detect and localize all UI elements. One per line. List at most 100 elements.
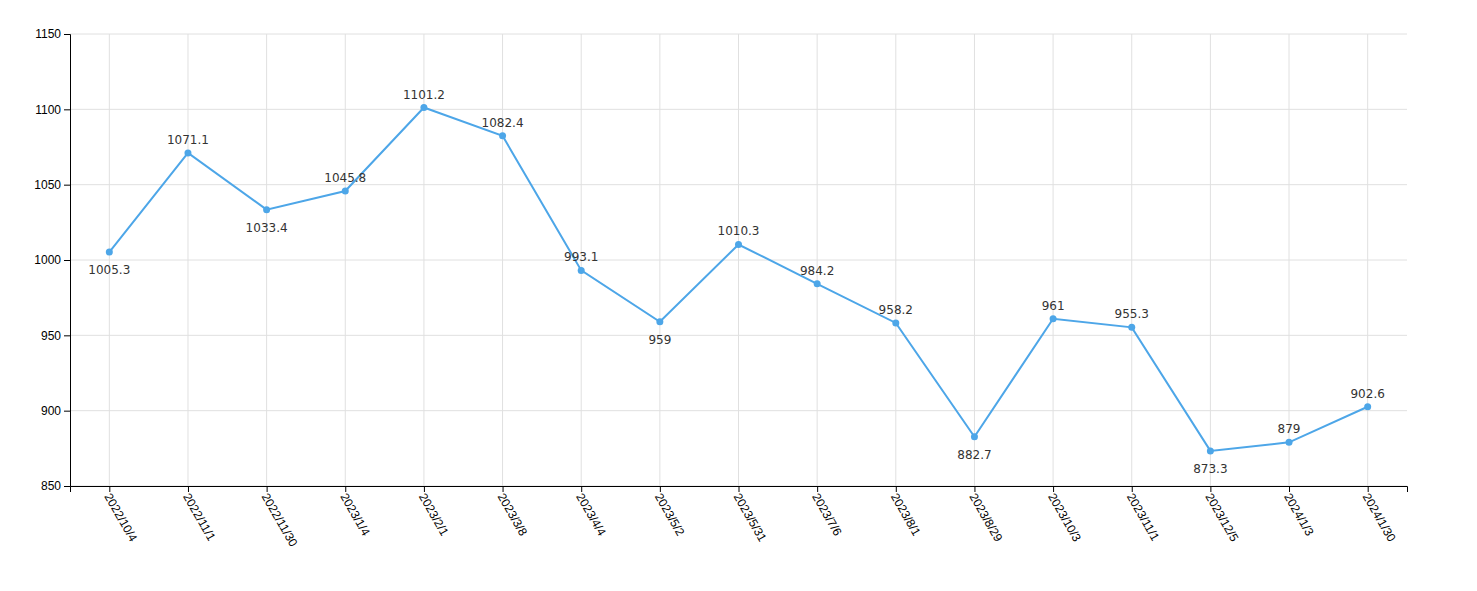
x-tick-mark	[974, 486, 975, 492]
x-tick: 2023/5/31	[731, 486, 770, 544]
x-tick-label: 2022/10/4	[101, 491, 140, 545]
data-label: 1045.8	[324, 171, 366, 185]
point	[499, 132, 506, 139]
point	[656, 318, 663, 325]
x-tick: 2023/4/4	[573, 486, 609, 539]
y-tick: 950	[41, 329, 70, 343]
data-label: 958.2	[879, 303, 913, 317]
grid-line	[1210, 34, 1211, 486]
data-labels: 1005.3 1071.1 1033.4 1045.8 1101.2 1082.4 993.…	[88, 88, 1385, 477]
x-tick-label: 2023/4/4	[573, 491, 609, 539]
x-tick-mark	[896, 486, 897, 492]
x-tick-mark	[503, 486, 504, 492]
x-tick: 2023/7/6	[809, 486, 845, 539]
grid-line	[109, 34, 110, 486]
y-tick-label: 1050	[34, 178, 61, 192]
x-tick-label: 2023/11/1	[1124, 491, 1163, 544]
x-tick-label: 2023/2/1	[416, 491, 452, 539]
point	[892, 319, 899, 326]
x-tick-mark	[188, 486, 189, 492]
x-tick-label: 2022/11/1	[180, 491, 219, 544]
data-label: 902.6	[1350, 387, 1384, 401]
y-tick: 1100	[35, 103, 70, 117]
x-tick-mark	[1053, 486, 1054, 492]
point	[184, 149, 191, 156]
x-tick-mark	[1210, 486, 1211, 492]
y-tick-mark	[64, 335, 70, 336]
grid-line	[423, 34, 424, 486]
x-tick-mark	[660, 486, 661, 492]
grid-line	[502, 34, 503, 486]
point	[971, 433, 978, 440]
grid-line	[738, 34, 739, 486]
y-tick: 1050	[34, 178, 70, 192]
x-tick: 2023/8/29	[967, 486, 1006, 544]
x-tick: 2022/11/30	[259, 486, 301, 549]
data-label: 959	[648, 333, 671, 347]
grid-line	[345, 34, 346, 486]
y-tick-mark	[64, 34, 70, 35]
data-label: 1071.1	[167, 133, 209, 147]
x-tick-mark	[739, 486, 740, 492]
point	[814, 280, 821, 287]
grid-line	[1367, 34, 1368, 486]
y-axis: 850 900 950 1000 1050 1100 1150	[34, 27, 70, 493]
data-label: 873.3	[1193, 462, 1227, 476]
point	[1050, 315, 1057, 322]
x-tick-label: 2023/3/8	[495, 491, 531, 539]
grid	[70, 34, 1407, 486]
x-tick-mark	[1132, 486, 1133, 492]
y-tick-label: 850	[41, 479, 61, 493]
data-label: 1033.4	[246, 221, 288, 235]
y-tick: 850	[41, 479, 70, 493]
grid-line	[659, 34, 660, 486]
y-tick-mark	[64, 185, 70, 186]
x-tick: 2023/10/3	[1045, 486, 1084, 544]
data-label: 879	[1278, 422, 1301, 436]
data-label: 1010.3	[718, 224, 760, 238]
x-tick-mark	[267, 486, 268, 492]
data-label: 955.3	[1115, 307, 1149, 321]
y-tick: 1000	[34, 253, 70, 267]
point	[263, 206, 270, 213]
x-tick-label: 2024/1/30	[1360, 491, 1399, 545]
y-tick: 1150	[35, 27, 70, 41]
x-tick: 2023/5/2	[652, 486, 688, 539]
y-tick: 900	[41, 404, 70, 418]
y-tick-label: 900	[41, 404, 61, 418]
x-tick-mark	[1368, 486, 1369, 492]
x-tick-mark	[581, 486, 582, 492]
grid-line	[187, 34, 188, 486]
x-tick-label: 2023/8/29	[967, 491, 1006, 545]
y-axis-line	[64, 35, 71, 487]
data-label: 984.2	[800, 264, 834, 278]
point	[578, 267, 585, 274]
data-label: 1101.2	[403, 88, 445, 102]
data-label: 1005.3	[88, 263, 130, 277]
x-tick-label: 2023/10/3	[1045, 491, 1084, 545]
grid-line	[895, 34, 896, 486]
chart: 2022/10/42022/11/12022/11/302023/1/42023…	[0, 0, 1477, 591]
plot-area: 2022/10/42022/11/12022/11/302023/1/42023…	[34, 27, 1407, 549]
x-tick: 2024/1/3	[1281, 486, 1317, 539]
x-tick: 2023/2/1	[416, 486, 452, 539]
y-tick-label: 1150	[35, 27, 61, 41]
y-tick-label: 1100	[35, 103, 61, 117]
point	[735, 241, 742, 248]
x-tick-mark	[109, 486, 110, 492]
grid-line	[266, 34, 267, 486]
x-tick: 2023/11/1	[1124, 486, 1163, 544]
x-tick-label: 2022/11/30	[259, 491, 301, 550]
point	[342, 187, 349, 194]
y-tick-mark	[64, 260, 70, 261]
data-label: 993.1	[564, 250, 598, 264]
point	[1207, 447, 1214, 454]
x-tick-label: 2023/8/1	[888, 491, 924, 539]
data-label: 961	[1042, 299, 1065, 313]
y-tick-label: 1000	[34, 253, 61, 267]
x-tick: 2023/12/5	[1202, 486, 1241, 544]
x-tick-label: 2023/5/2	[652, 491, 688, 539]
x-tick-label: 2023/12/5	[1202, 491, 1241, 545]
data-label: 1082.4	[482, 116, 524, 130]
grid-line	[1053, 34, 1054, 486]
